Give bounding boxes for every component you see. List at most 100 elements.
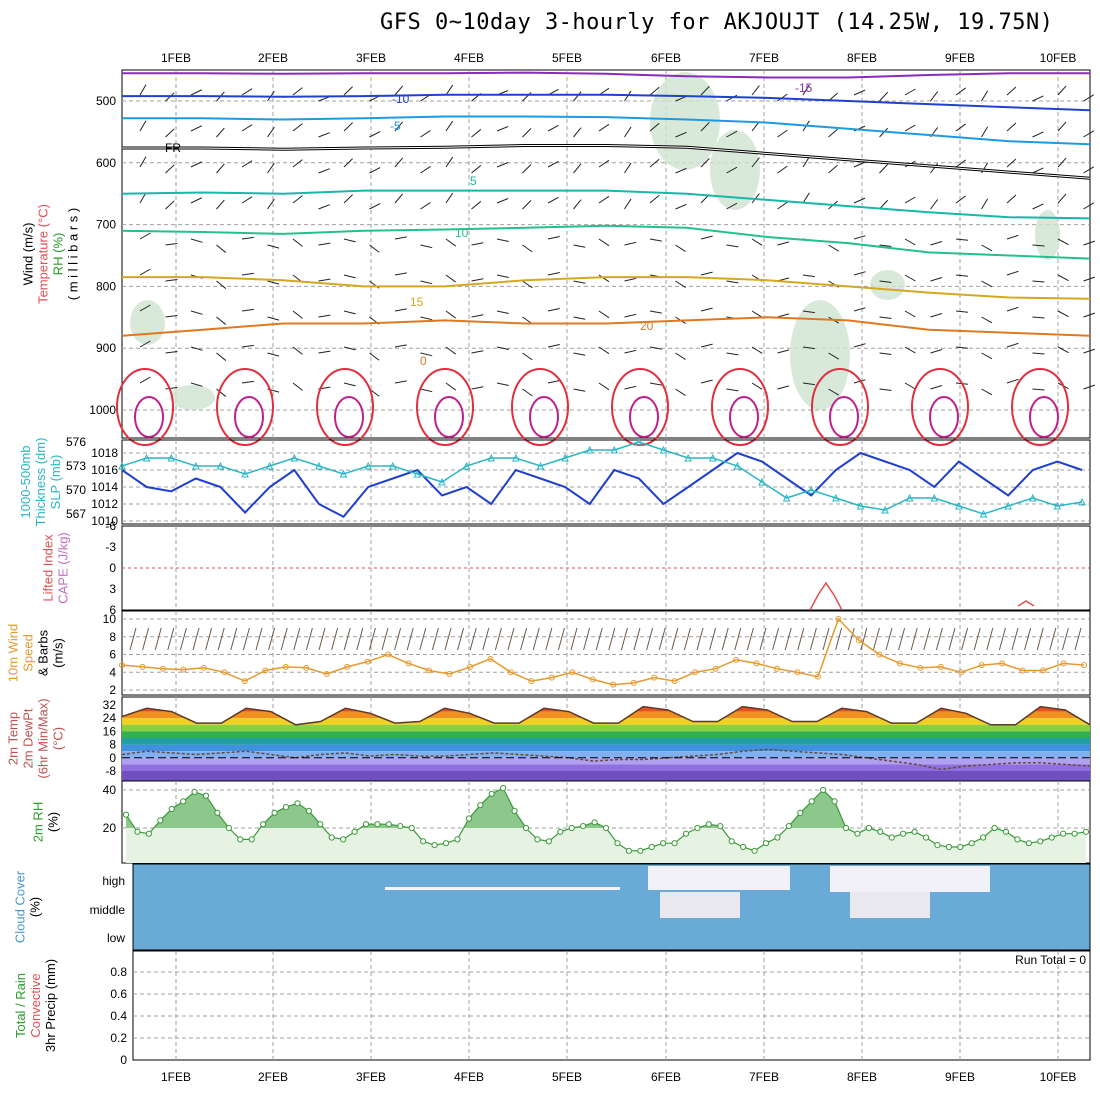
wind-speed-point	[446, 671, 453, 678]
wind-barb	[1006, 86, 1017, 96]
wind-barb-10m	[595, 627, 603, 651]
wind-barb	[726, 166, 738, 174]
y-axis-label: 2m RH	[31, 802, 46, 842]
thickness-point	[659, 445, 668, 454]
wind-barb	[190, 125, 203, 132]
wind-speed-point	[119, 662, 125, 669]
wind-barb	[445, 382, 457, 391]
wind-barb	[700, 86, 710, 96]
rh-point	[545, 838, 552, 845]
wind-speed-point	[733, 656, 740, 663]
wind-barb	[802, 84, 810, 96]
wind-barb	[318, 278, 331, 282]
lifted-index-line	[1017, 600, 1035, 607]
wind-barb	[904, 274, 916, 282]
wind-barb	[1057, 310, 1069, 318]
wind-barb	[292, 87, 303, 96]
wind-barb	[445, 310, 457, 319]
panel-frame	[121, 69, 1091, 439]
wind-barb	[241, 308, 254, 312]
wind-barb	[1057, 193, 1067, 204]
thickness-point	[290, 453, 299, 462]
wind-barb	[394, 193, 404, 204]
wind-barb-10m	[1074, 627, 1082, 651]
wind-barb	[292, 123, 303, 132]
temp-band	[122, 738, 1090, 745]
wind-barb-10m	[167, 627, 175, 651]
wind-barb-10m	[154, 627, 162, 651]
slp-thickness-panel: 1018 1016 1014 1012 1010 576 573 570 567 1000-500…	[18, 435, 1091, 528]
contour-label: 0	[420, 354, 427, 368]
wind-barb	[1006, 194, 1017, 204]
rh-point	[671, 840, 678, 847]
rh-point	[317, 821, 324, 828]
wind-barb-10m	[608, 627, 616, 651]
wind-speed-point	[466, 663, 473, 670]
wind-speed-point	[241, 678, 248, 685]
wind-barb-10m	[494, 627, 502, 651]
wind-barb	[1057, 157, 1067, 168]
wind-barb	[216, 127, 225, 138]
wind-speed-point	[978, 662, 985, 669]
wind-barb	[343, 194, 353, 204]
wind-barb	[522, 388, 533, 397]
wind-barb	[777, 313, 790, 318]
rh-point	[145, 830, 152, 837]
wind-barb	[547, 308, 560, 312]
wind-barb	[879, 388, 892, 391]
wind-barb	[522, 352, 533, 361]
wind-barb	[445, 156, 454, 168]
rh-point	[922, 834, 930, 841]
wind-barb	[981, 244, 993, 252]
wind-barb	[573, 127, 582, 138]
temp-contour	[416, 368, 474, 446]
temp-band	[122, 757, 1090, 765]
wind-barb	[165, 387, 178, 390]
wind-barb	[802, 274, 815, 278]
wind-barb	[496, 126, 509, 132]
wind-barb	[904, 238, 916, 246]
y-axis-label: RH (%)	[51, 233, 66, 276]
x-tick-label-bottom: 10FEB	[1040, 1070, 1077, 1084]
wind-barb	[318, 314, 331, 318]
thickness-point	[782, 493, 791, 502]
wind-barb	[241, 344, 254, 348]
thickness-point	[561, 453, 569, 462]
wind-speed-point	[692, 669, 699, 676]
dewpoint-line	[121, 748, 1091, 771]
wind-barb	[267, 280, 280, 285]
y-axis-label: 2m DewPt	[21, 708, 36, 768]
temp-band	[122, 771, 1090, 781]
y-axis-label: (m/s)	[51, 638, 66, 668]
x-tick-label-bottom: 9FEB	[945, 1070, 975, 1084]
wind-barb	[981, 90, 989, 102]
temp-contour	[1029, 396, 1059, 438]
wind-barb-10m	[205, 627, 213, 651]
wind-barb	[802, 156, 810, 168]
wind-barb-10m	[1036, 627, 1044, 651]
wind-barb	[343, 346, 356, 351]
wind-barb	[165, 279, 178, 282]
wind-barb	[1006, 378, 1019, 384]
wind-barb	[828, 244, 840, 252]
y-tick-label: 0	[120, 1053, 127, 1067]
rh-point	[397, 823, 404, 830]
thickness-point	[339, 469, 348, 478]
wind-barb-10m	[242, 627, 250, 651]
isotherm-line	[122, 93, 1091, 112]
wind-barb	[420, 388, 433, 393]
thickness-point	[216, 461, 225, 470]
wind-barb-10m	[784, 627, 792, 651]
wind-barb	[649, 86, 660, 96]
wind-speed-point	[712, 665, 719, 672]
temp-band	[122, 764, 1090, 771]
wind-barb	[1057, 85, 1067, 96]
wind-speed-point	[569, 669, 576, 676]
wind-speed-point	[937, 663, 944, 670]
y-axis-label: Total / Rain	[13, 973, 28, 1038]
wind-barb	[853, 197, 866, 204]
y-axis-label: Temperature (°C)	[36, 204, 51, 304]
thickness-point	[807, 485, 816, 494]
wind-speed-point	[876, 651, 883, 658]
wind-barb	[1083, 166, 1095, 174]
